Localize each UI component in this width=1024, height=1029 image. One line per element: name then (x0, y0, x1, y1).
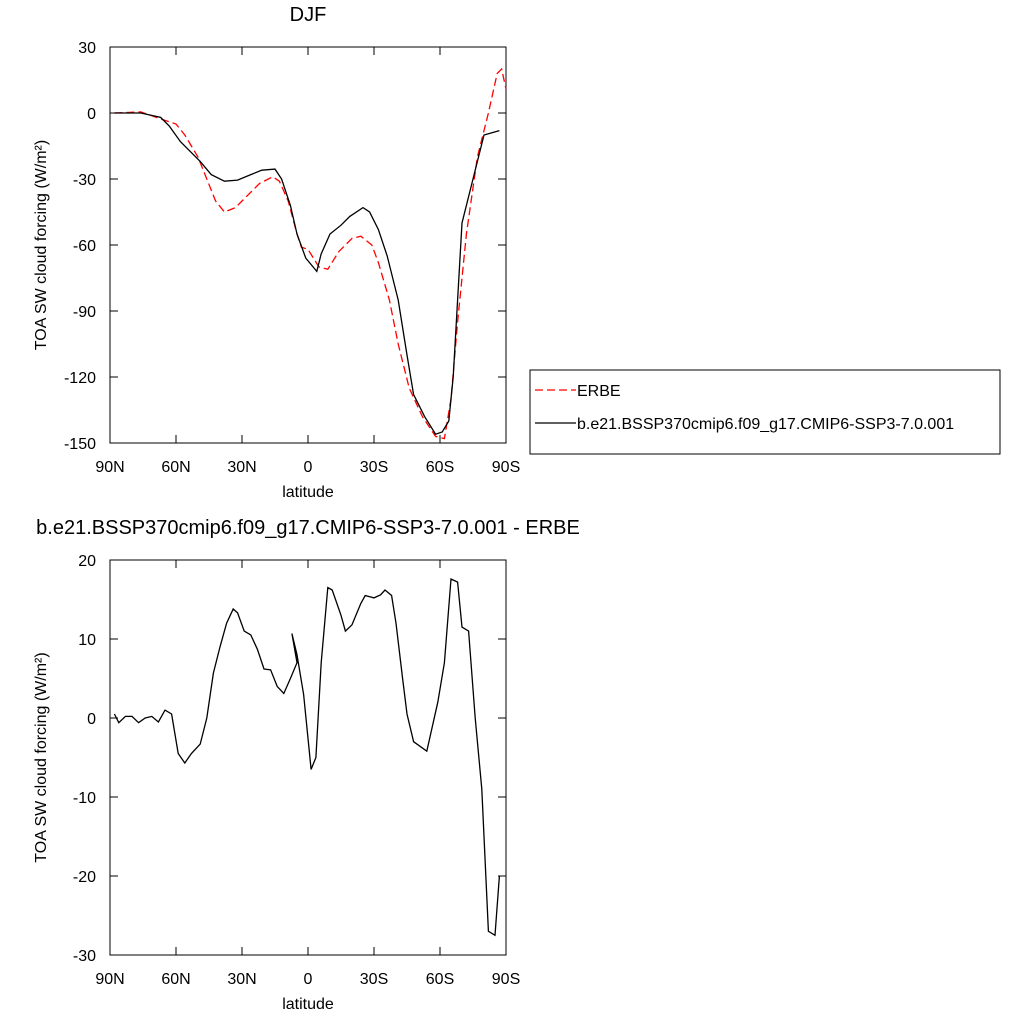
x-tick-label: 30S (360, 459, 388, 476)
y-tick-label: -10 (73, 790, 96, 807)
legend-label: b.e21.BSSP370cmip6.f09_g17.CMIP6-SSP3-7.… (577, 416, 954, 433)
y-tick-label: -30 (73, 172, 96, 189)
y-tick-label: 10 (78, 632, 96, 649)
chart-title: b.e21.BSSP370cmip6.f09_g17.CMIP6-SSP3-7.… (36, 517, 580, 539)
y-axis-label: TOA SW cloud forcing (W/m²) (33, 652, 50, 862)
x-tick-label: 60S (426, 459, 454, 476)
x-tick-label: 90N (95, 459, 124, 476)
y-tick-label: -90 (73, 304, 96, 321)
data-line (114, 67, 507, 440)
x-tick-label: 0 (304, 459, 313, 476)
x-tick-label: 0 (304, 971, 313, 988)
data-line (114, 112, 500, 435)
x-tick-label: 90S (492, 971, 520, 988)
plot-frame (109, 46, 507, 444)
legend-box (529, 369, 1001, 455)
y-tick-label: 20 (78, 553, 96, 570)
legend-label: ERBE (577, 383, 621, 400)
y-tick-label: -150 (64, 436, 96, 453)
x-tick-label: 30N (227, 971, 256, 988)
y-tick-label: -20 (73, 869, 96, 886)
x-tick-label: 90S (492, 459, 520, 476)
data-line (113, 578, 501, 937)
x-tick-label: 30N (227, 459, 256, 476)
x-axis-label: latitude (282, 484, 334, 501)
chart-title: DJF (290, 4, 327, 26)
x-tick-label: 60S (426, 971, 454, 988)
x-tick-label: 60N (161, 971, 190, 988)
y-tick-label: -30 (73, 948, 96, 965)
plot-frame (109, 559, 507, 956)
y-axis-label: TOA SW cloud forcing (W/m²) (33, 140, 50, 350)
y-tick-label: 30 (78, 40, 96, 57)
y-tick-label: -60 (73, 238, 96, 255)
y-tick-label: 0 (87, 106, 96, 123)
x-tick-label: 60N (161, 459, 190, 476)
y-tick-label: 0 (87, 711, 96, 728)
x-axis-label: latitude (282, 996, 334, 1013)
x-tick-label: 90N (95, 971, 124, 988)
x-tick-label: 30S (360, 971, 388, 988)
y-tick-label: -120 (64, 370, 96, 387)
